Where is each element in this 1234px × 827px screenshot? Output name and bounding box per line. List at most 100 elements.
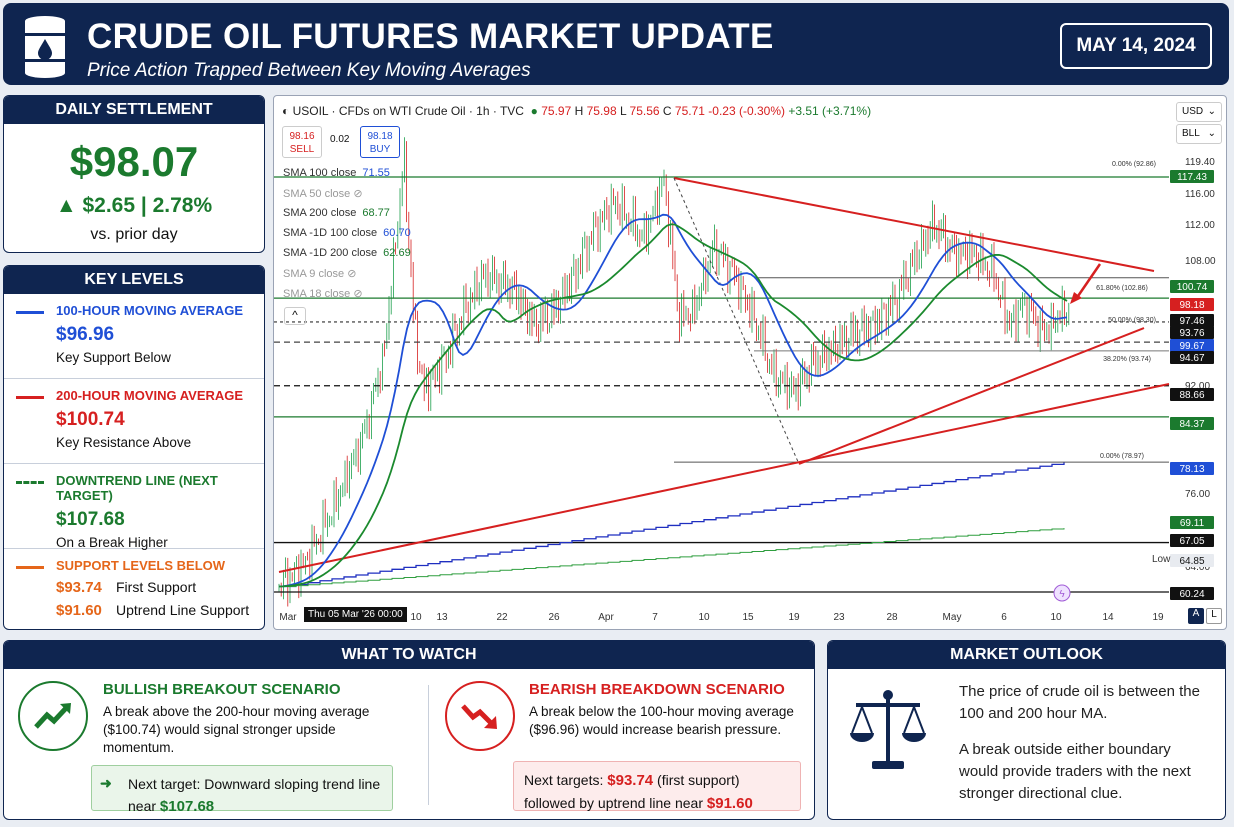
indicator-name: SMA -1D 100 close bbox=[283, 227, 378, 239]
x-tick-label: 15 bbox=[742, 612, 754, 623]
settlement-panel: DAILY SETTLEMENT $98.07 ▲ $2.65 | 2.78% … bbox=[3, 95, 265, 253]
bullish-note-value: $107.68 bbox=[159, 798, 215, 815]
fib-label: 50.00% (98.30) bbox=[1108, 317, 1156, 324]
fib-label: 0.00% (92.86) bbox=[1112, 161, 1156, 168]
eye-hidden-icon[interactable]: ⊘ bbox=[347, 268, 357, 280]
indicator-name: SMA 9 close bbox=[283, 268, 345, 280]
bullish-note: ➜ Next target: Downward sloping trend li… bbox=[91, 765, 393, 815]
sell-label: SELL bbox=[289, 144, 315, 155]
x-tick-label: 10 bbox=[1050, 612, 1062, 623]
ohlc-high: 75.98 bbox=[586, 104, 617, 118]
collapse-chevron-icon[interactable]: ^ bbox=[284, 307, 306, 325]
symbol-icon: ◐ bbox=[282, 104, 290, 118]
uptrend-line bbox=[798, 327, 1145, 465]
settlement-price: $98.07 bbox=[69, 138, 199, 185]
indicator-value: 60.70 bbox=[383, 227, 411, 239]
ma200-title: 200-HOUR MOVING AVERAGE bbox=[56, 388, 244, 403]
sell-button[interactable]: 98.16 SELL bbox=[282, 126, 322, 158]
x-tick-label: 19 bbox=[1152, 612, 1164, 623]
settlement-note: vs. prior day bbox=[90, 226, 178, 243]
uptrend-line bbox=[278, 383, 1170, 573]
y-tick-label: 119.40 bbox=[1185, 157, 1215, 168]
market-outlook-panel: MARKET OUTLOOK The price of crude oil is… bbox=[827, 640, 1226, 820]
bearish-title: BEARISH BREAKDOWN SCENARIO bbox=[529, 681, 785, 698]
price-tag-label: 99.67 bbox=[1179, 341, 1204, 352]
indicator-sma1d200[interactable]: SMA -1D 200 close 62.69 bbox=[283, 247, 411, 259]
buy-button[interactable]: 98.18 BUY bbox=[360, 126, 400, 158]
ma100-title: 100-HOUR MOVING AVERAGE bbox=[56, 303, 244, 318]
auto-scale-button[interactable]: A bbox=[1188, 608, 1204, 624]
chevron-down-icon: ⌄ bbox=[1207, 106, 1216, 117]
price-tag-label: 84.37 bbox=[1179, 419, 1204, 430]
indicator-sma100[interactable]: SMA 100 close 71.55 bbox=[283, 167, 390, 179]
key-level-downtrend: DOWNTREND LINE (NEXT TARGET) $107.68 On … bbox=[4, 464, 264, 550]
indicator-sma18[interactable]: SMA 18 close ⊘ bbox=[283, 287, 363, 300]
x-tick-label: 23 bbox=[833, 612, 845, 623]
sma-200-line bbox=[278, 223, 1068, 588]
log-scale-button[interactable]: L bbox=[1206, 608, 1222, 624]
annotation-arrowhead bbox=[1070, 292, 1082, 304]
chart-symbol: USOIL · CFDs on WTI Crude Oil · 1h · TVC bbox=[292, 104, 524, 118]
indicator-sma200[interactable]: SMA 200 close 68.77 bbox=[283, 207, 390, 219]
price-tag-bg bbox=[1170, 417, 1214, 430]
indicator-value: 68.77 bbox=[362, 207, 390, 219]
low-label: Low bbox=[1152, 554, 1171, 565]
y-tick-label: 92.00 bbox=[1185, 381, 1210, 392]
chart-plot[interactable]: 119.40 116.00 112.00 108.00 92.00 76.00 64.00 0… bbox=[274, 96, 1227, 630]
divider bbox=[428, 685, 429, 805]
key-levels-panel: KEY LEVELS 100-HOUR MOVING AVERAGE $96.9… bbox=[3, 265, 265, 630]
buy-label: BUY bbox=[369, 144, 391, 155]
ma200-value: $100.74 bbox=[56, 409, 125, 430]
eye-hidden-icon[interactable]: ⊘ bbox=[353, 288, 363, 300]
price-tag-label: 60.24 bbox=[1179, 589, 1204, 600]
price-tag-label: 117.43 bbox=[1177, 172, 1207, 183]
price-tag-label: 88.66 bbox=[1179, 390, 1204, 401]
arrow-right-icon: ➜ bbox=[100, 775, 112, 791]
support-label: Uptrend Line Support bbox=[116, 602, 250, 618]
y-tick-label: 108.00 bbox=[1185, 256, 1216, 267]
indicator-sma9[interactable]: SMA 9 close ⊘ bbox=[283, 267, 356, 280]
bearish-scenario: BEARISH BREAKDOWN SCENARIO A break below… bbox=[529, 681, 809, 739]
indicator-sma50[interactable]: SMA 50 close ⊘ bbox=[283, 187, 363, 200]
x-tick-label: 19 bbox=[788, 612, 800, 623]
price-tag-bg bbox=[1170, 280, 1214, 293]
x-tick-label: 22 bbox=[496, 612, 508, 623]
x-tick-label: 10 bbox=[698, 612, 710, 623]
price-tag-bg bbox=[1170, 462, 1214, 475]
price-tag-label: 98.18 bbox=[1179, 300, 1204, 311]
bearish-note-value: $93.74 bbox=[607, 772, 654, 789]
price-chart[interactable]: 119.40 116.00 112.00 108.00 92.00 76.00 64.00 0… bbox=[273, 95, 1227, 630]
support-row: $93.74 First Support bbox=[56, 579, 264, 596]
ma100-desc: Key Support Below bbox=[56, 350, 171, 365]
y-tick-label: 116.00 bbox=[1185, 189, 1215, 200]
eye-hidden-icon[interactable]: ⊘ bbox=[353, 188, 363, 200]
x-tick-label: May bbox=[943, 612, 962, 623]
support-value: $93.74 bbox=[56, 579, 102, 596]
currency-select[interactable]: USD ⌄ bbox=[1176, 102, 1222, 122]
key-levels-heading: KEY LEVELS bbox=[4, 266, 264, 294]
outlook-text-1: The price of crude oil is between the 10… bbox=[959, 683, 1200, 722]
spread: 0.02 bbox=[330, 134, 350, 145]
downtrend-line bbox=[673, 177, 1155, 272]
bullish-title: BULLISH BREAKOUT SCENARIO bbox=[103, 681, 341, 698]
crosshair-date: Thu 05 Mar '26 00:00 bbox=[304, 607, 407, 622]
bearish-note: Next targets: $93.74 (first support) fol… bbox=[513, 761, 801, 812]
price-tag-label: 93.76 bbox=[1179, 328, 1204, 339]
x-tick-label: 14 bbox=[1102, 612, 1114, 623]
oil-barrel-icon bbox=[25, 16, 65, 78]
indicator-sma1d100[interactable]: SMA -1D 100 close 60.70 bbox=[283, 227, 411, 239]
red-line-swatch-icon bbox=[16, 396, 44, 399]
x-tick-label: Apr bbox=[598, 612, 614, 623]
ohlc-low: 75.56 bbox=[629, 104, 660, 118]
settlement-change: ▲ $2.65 | 2.78% bbox=[55, 194, 213, 217]
indicator-name: SMA 18 close bbox=[283, 288, 351, 300]
price-tag-bg bbox=[1170, 534, 1214, 547]
annotation-arrow bbox=[1074, 263, 1102, 300]
downtrend-title: DOWNTREND LINE (NEXT TARGET) bbox=[56, 473, 218, 503]
price-tag-label: 69.11 bbox=[1180, 518, 1205, 529]
fib-label: 38.20% (93.74) bbox=[1103, 356, 1151, 363]
ohlc-open: 75.97 bbox=[541, 104, 572, 118]
indicator-name: SMA 200 close bbox=[283, 207, 357, 219]
unit-select[interactable]: BLL ⌄ bbox=[1176, 124, 1222, 144]
x-tick-label: 13 bbox=[436, 612, 448, 623]
